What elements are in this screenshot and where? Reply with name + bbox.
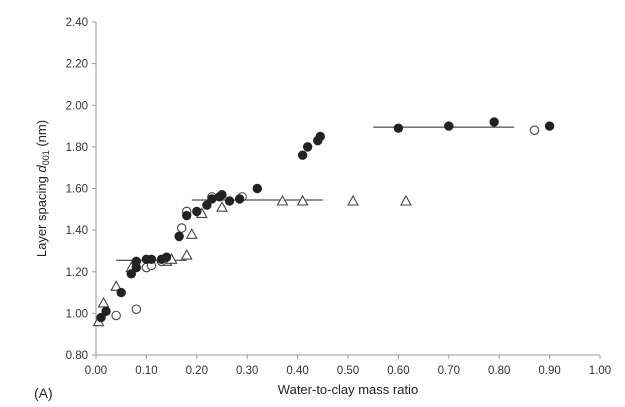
x-tick-label: 0.10 (135, 365, 157, 377)
open-triangle-point (185, 228, 198, 239)
filled-circle-point (234, 194, 245, 204)
y-axis-ticks: 0.80 1.00 1.20 1.40 1.60 1.80 2.00 2.20 2.40 (66, 17, 96, 362)
y-axis-title: Layer spacing d001 (nm) (34, 120, 51, 257)
open-triangle-point (296, 194, 309, 206)
filled-circle-point (217, 190, 227, 200)
open-triangle-point (400, 194, 412, 206)
open-triangle-point (216, 201, 228, 212)
filled-circle-point (297, 150, 308, 160)
x-tick-label: 0.60 (387, 365, 409, 377)
x-tick-label: 0.40 (286, 365, 308, 377)
open-circle-point (529, 125, 540, 135)
filled-circle-point (174, 231, 184, 242)
x-axis-title: Water-to-clay mass ratio (278, 382, 418, 397)
filled-circle-point (101, 306, 111, 316)
filled-circle-point (161, 252, 172, 262)
filled-circle-point (544, 121, 555, 131)
x-tick-label: 0.50 (337, 365, 359, 377)
open-circle-point (111, 310, 121, 321)
x-tick-label: 0.00 (85, 365, 107, 377)
x-tick-label: 0.80 (488, 365, 510, 377)
x-tick-label: 0.70 (438, 365, 460, 377)
filled-circle-point (302, 142, 313, 152)
filled-circle-point (146, 254, 157, 264)
filled-circle-point (192, 206, 202, 217)
filled-circle-point (202, 200, 212, 210)
y-axis-title-prefix: Layer spacing (34, 173, 49, 258)
x-tick-label: 1.00 (589, 365, 611, 377)
reference-lines (116, 126, 515, 261)
y-tick-label: 1.80 (66, 142, 88, 154)
y-tick-label: 2.00 (66, 100, 88, 112)
open-circle-point (176, 223, 187, 233)
filled-circle-point (96, 312, 106, 323)
y-axis-title-symbol: d (34, 165, 49, 173)
filled-circle-point (252, 183, 262, 194)
filled-circle-point (131, 256, 142, 267)
x-axis-ticks: 0.00 0.10 0.20 0.30 0.40 0.50 0.60 0.70 0.80 0.90… (85, 355, 611, 377)
filled-circle-point (116, 287, 126, 298)
filled-circle-point (224, 196, 235, 206)
filled-circle-point (489, 117, 499, 127)
open-triangle-point (347, 194, 359, 206)
x-tick-label: 0.20 (186, 365, 208, 377)
y-axis-title-subscript: 001 (41, 150, 51, 165)
y-tick-label: 1.20 (66, 267, 88, 279)
x-tick-label: 0.90 (538, 365, 560, 377)
data-points (92, 117, 555, 327)
axes (95, 22, 600, 356)
y-tick-label: 2.20 (66, 59, 88, 71)
filled-circle-point (393, 123, 404, 133)
y-tick-label: 1.00 (66, 308, 88, 320)
y-tick-label: 1.40 (66, 225, 88, 237)
x-tick-label: 0.30 (236, 365, 258, 377)
y-tick-label: 1.60 (66, 184, 88, 196)
open-triangle-point (97, 296, 110, 308)
filled-circle-point (444, 121, 454, 131)
filled-circle-point (182, 210, 192, 221)
y-axis-title-suffix: (nm) (34, 120, 49, 150)
y-tick-label: 0.80 (66, 350, 88, 362)
filled-circle-point (126, 269, 136, 279)
filled-circle-point (315, 131, 325, 142)
panel-label: (A) (34, 385, 53, 401)
open-circle-point (131, 304, 142, 314)
open-triangle-point (180, 248, 193, 260)
y-tick-label: 2.40 (66, 17, 88, 29)
open-triangle-point (276, 194, 289, 206)
open-triangle-point (110, 280, 123, 291)
